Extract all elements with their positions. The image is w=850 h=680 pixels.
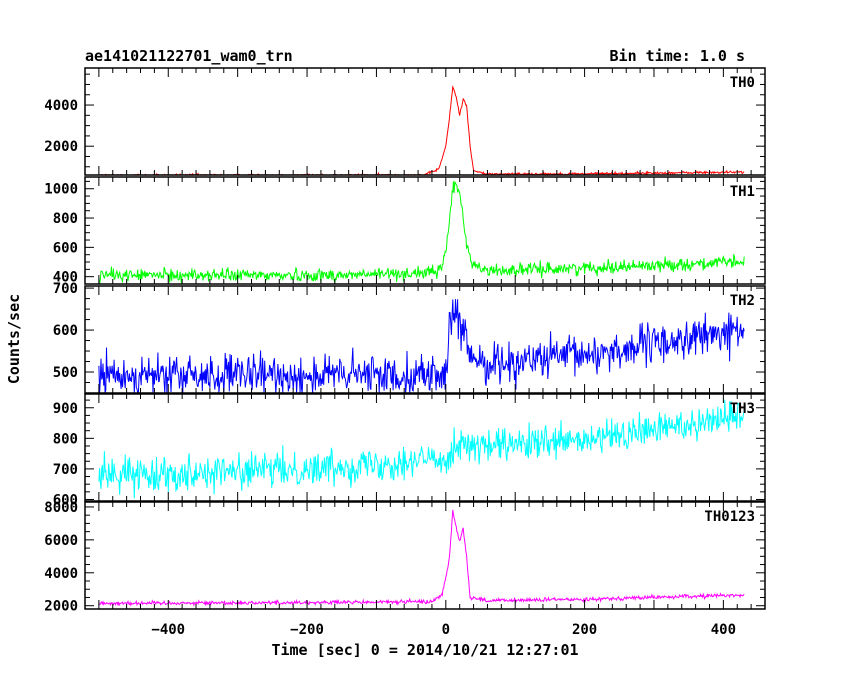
y-tick-label: 8000: [44, 500, 78, 516]
y-tick-label: 2000: [44, 139, 78, 155]
y-tick-label: 6000: [44, 533, 78, 549]
series-line-th0: [98, 85, 745, 177]
panel-frame-th2: [84, 285, 766, 394]
x-axis-label: Time [sec] 0 = 2014/10/21 12:27:01: [271, 641, 578, 659]
y-tick-label: 1000: [44, 182, 78, 198]
y-tick-label: 600: [53, 492, 78, 508]
y-tick-label: 700: [53, 281, 78, 297]
y-tick-label: 600: [53, 323, 78, 339]
y-tick-label: 2000: [44, 599, 78, 615]
x-tick-label: 0: [442, 622, 450, 638]
y-tick-label: 900: [53, 401, 78, 417]
panel-label-th3: TH3: [730, 401, 755, 417]
x-tick-label: 200: [572, 622, 597, 638]
panel-frame-th0123: [84, 501, 766, 610]
panel-frame-th1: [84, 176, 766, 285]
y-tick-label: 600: [53, 240, 78, 256]
x-tick-label: −400: [151, 622, 185, 638]
y-tick-label: 400: [53, 270, 78, 286]
y-tick-label: 500: [53, 365, 78, 381]
y-tick-label: 700: [53, 462, 78, 478]
series-line-th1: [98, 180, 745, 285]
panel-label-th0123: TH0123: [704, 509, 755, 525]
y-axis-label: Counts/sec: [5, 294, 23, 384]
series-line-th2: [98, 299, 745, 394]
panel-label-th0: TH0: [730, 75, 755, 91]
series-line-th0123: [98, 509, 745, 607]
y-tick-label: 800: [53, 431, 78, 447]
x-tick-label: −200: [290, 622, 324, 638]
chart-title: ae141021122701_wam0_trn: [85, 47, 293, 65]
y-tick-label: 800: [53, 211, 78, 227]
bin-time-label: Bin time: 1.0 s: [610, 47, 745, 65]
panels: TH020004000TH14006008001000TH2500600700T…: [44, 67, 766, 638]
series-line-th3: [98, 399, 745, 499]
panel-label-th2: TH2: [730, 293, 755, 309]
y-tick-label: 4000: [44, 566, 78, 582]
y-tick-label: 4000: [44, 98, 78, 114]
panel-label-th1: TH1: [730, 184, 755, 200]
panel-frame-th3: [84, 393, 766, 502]
panel-frame-th0: [84, 67, 766, 176]
x-tick-label: 400: [711, 622, 736, 638]
